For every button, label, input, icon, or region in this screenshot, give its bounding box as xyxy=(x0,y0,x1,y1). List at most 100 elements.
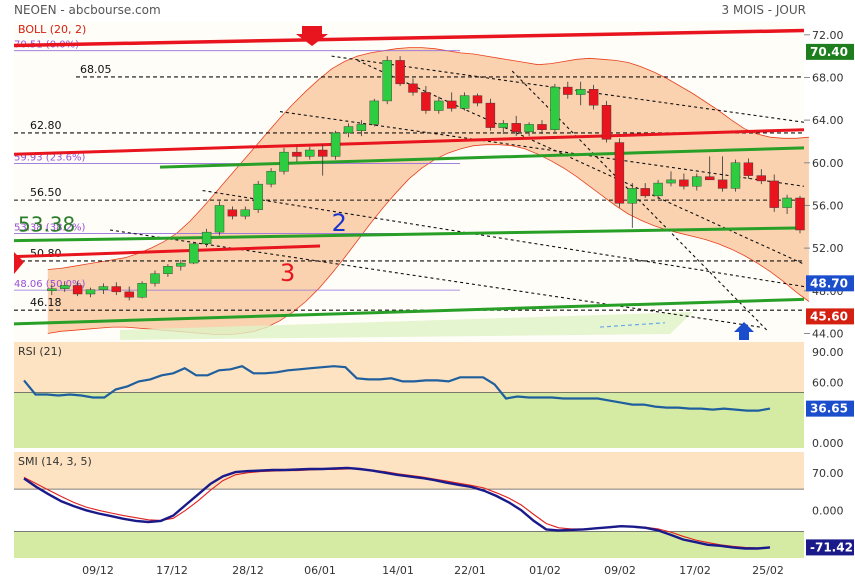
chart-period-label: 3 MOIS - JOUR xyxy=(722,3,806,17)
candle-up xyxy=(163,266,173,274)
price-y-tick-label: 44.00 xyxy=(812,327,844,340)
x-tick-label: 14/01 xyxy=(382,564,414,577)
boll-title: BOLL (20, 2) xyxy=(18,23,86,36)
candle-up xyxy=(666,179,676,184)
candle-down xyxy=(769,180,779,208)
price-y-tick-label: 56.00 xyxy=(812,199,844,212)
trendline-green-lower xyxy=(13,297,805,326)
smi-panel: 0.000 70.00 -71.42 xyxy=(14,452,854,558)
candle-up xyxy=(201,231,212,245)
fibonacci-level-label: 59.93 (23.6%) xyxy=(14,153,85,164)
candle-up xyxy=(176,262,186,267)
big-level-label: 53.38 xyxy=(18,212,75,236)
candle-up xyxy=(47,288,57,291)
price-tag-label: 70.40 xyxy=(810,45,848,59)
rsi-line xyxy=(23,365,771,412)
candle-down xyxy=(563,86,573,95)
bollinger-upper-line xyxy=(47,47,809,270)
horizontal-level-label: 50.80 xyxy=(30,247,62,260)
candle-down xyxy=(640,188,650,197)
blue-up-arrow-marker xyxy=(734,322,754,340)
candle-down xyxy=(795,197,805,231)
price-tag-box xyxy=(806,308,854,325)
horizontal-level-label: 46.18 xyxy=(30,296,62,309)
rsi-y-tick-label: 0.000 xyxy=(812,437,844,450)
fibonacci-level-label: 48.06 (50.0%) xyxy=(14,279,85,290)
price-y-tick-label: 68.00 xyxy=(812,71,844,84)
price-panel: 44.0048.0052.0056.0060.0064.0068.0072.00… xyxy=(13,26,854,340)
candle-down xyxy=(717,179,728,189)
red-down-arrow-marker xyxy=(296,26,328,46)
candle-up xyxy=(305,149,315,157)
bollinger-band-fill xyxy=(47,47,809,335)
x-tick-label: 25/02 xyxy=(752,564,784,577)
candle-down xyxy=(408,83,418,93)
candle-down xyxy=(588,88,599,106)
candle-up xyxy=(627,188,637,204)
candle-up xyxy=(188,243,199,264)
candle-down xyxy=(601,104,612,140)
price-y-tick-label: 64.00 xyxy=(812,114,844,127)
price-y-tick-label: 72.00 xyxy=(812,29,844,42)
horizontal-level-label: 56.50 xyxy=(30,186,62,199)
rsi-overbought-zone xyxy=(14,342,804,393)
price-tag-box xyxy=(806,275,854,292)
candle-down xyxy=(292,151,302,157)
candle-up xyxy=(782,197,792,208)
candle-up xyxy=(150,273,160,284)
trendline-dashed xyxy=(331,55,805,123)
trendline-dashed xyxy=(279,111,805,187)
candle-down xyxy=(421,92,431,111)
candle-up xyxy=(240,209,251,217)
price-y-tick-label: 52.00 xyxy=(812,242,844,255)
candle-down xyxy=(614,142,625,204)
candle-down xyxy=(395,60,405,85)
trendline-red-lower xyxy=(13,244,321,259)
candle-up xyxy=(459,95,470,109)
fibonacci-level-label: 53.38 (38.2%) xyxy=(14,222,85,233)
candle-down xyxy=(472,95,483,104)
candle-up xyxy=(653,182,663,197)
candle-up xyxy=(330,132,341,157)
smi-upper-zone xyxy=(14,452,804,490)
trendline-dashed xyxy=(109,229,761,328)
candle-down xyxy=(227,209,238,217)
rsi-last-label: 36.65 xyxy=(810,402,848,416)
price-y-tick-label: 60.00 xyxy=(812,157,844,170)
rsi-y-tick-label: 60.00 xyxy=(812,376,844,389)
x-tick-label: 01/02 xyxy=(529,564,561,577)
red-left-edge-marker xyxy=(14,252,24,274)
x-tick-label: 17/12 xyxy=(156,564,188,577)
rsi-title: RSI (21) xyxy=(18,345,62,358)
candle-down xyxy=(537,124,547,130)
trendline-blue-dashed xyxy=(599,322,666,328)
candle-up xyxy=(60,285,70,289)
chart-annotation-3: 3 xyxy=(280,259,295,287)
chart-annotation-2: 2 xyxy=(332,209,347,237)
candle-down xyxy=(318,149,328,157)
candle-up xyxy=(576,88,586,95)
candle-down xyxy=(72,285,83,295)
candle-up xyxy=(266,171,276,185)
x-tick-label: 22/01 xyxy=(454,564,486,577)
candle-up xyxy=(524,124,534,133)
x-tick-label: 09/12 xyxy=(82,564,114,577)
candle-up xyxy=(137,283,147,298)
candle-up xyxy=(356,124,367,132)
trendline-green-upper xyxy=(159,146,805,169)
rsi-last-tag xyxy=(806,400,854,417)
x-tick-label: 06/01 xyxy=(304,564,336,577)
candle-up xyxy=(730,162,741,189)
price-tag-box xyxy=(806,43,854,60)
x-axis: 09/12 17/12 28/12 06/01 14/01 22/01 01/02 09/02… xyxy=(82,564,784,577)
candle-up xyxy=(279,151,289,172)
trendline-red-upper xyxy=(13,28,805,48)
candle-up xyxy=(550,86,560,130)
price-tag-label: 45.60 xyxy=(810,309,848,323)
smi-y-tick-label: 70.00 xyxy=(812,467,844,480)
smi-y-tick-label: 0.000 xyxy=(812,504,844,517)
smi-line xyxy=(23,466,771,550)
candle-down xyxy=(485,102,496,128)
